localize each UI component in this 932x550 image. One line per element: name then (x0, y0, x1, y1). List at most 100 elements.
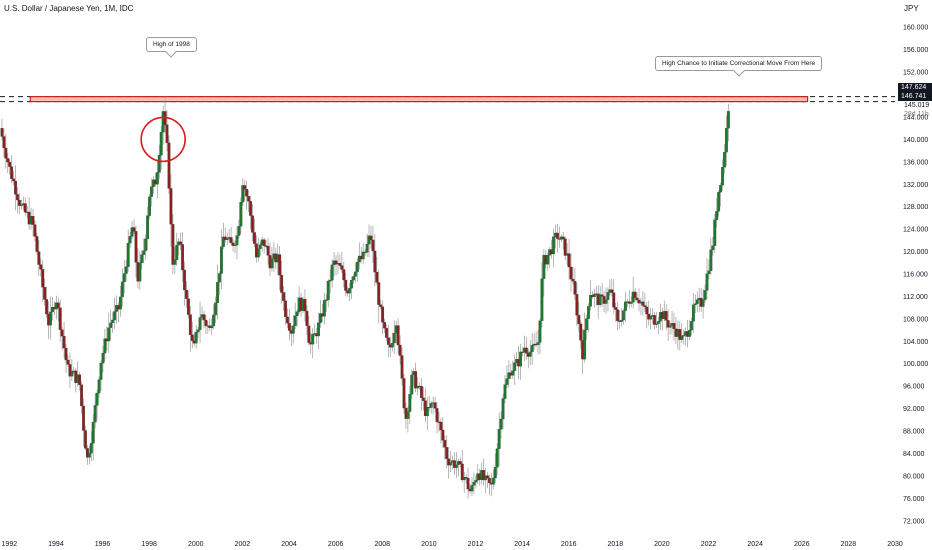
candle-body (319, 313, 322, 323)
x-tick-label: 1994 (48, 541, 64, 548)
candle-body (142, 250, 146, 255)
candle (39, 258, 43, 277)
candle-body (668, 325, 672, 328)
candle (585, 314, 588, 341)
x-tick-label: 2026 (794, 541, 810, 548)
candle (521, 347, 524, 357)
candle-body (144, 238, 148, 251)
candle-body (328, 280, 332, 282)
candle (724, 115, 728, 166)
candle (307, 316, 311, 346)
candle-body (171, 224, 175, 265)
candle (441, 417, 445, 449)
candle (6, 152, 10, 174)
correction-callout[interactable]: High Chance to Initiate Correctional Mov… (655, 56, 823, 71)
candle-body (140, 254, 144, 264)
candle (305, 305, 309, 336)
candle (284, 291, 287, 325)
y-tick-label: 156.000 (903, 47, 928, 54)
candle-body (291, 325, 295, 334)
candle (58, 299, 62, 342)
candle-body (148, 196, 151, 216)
candle (680, 323, 684, 343)
candle (239, 197, 243, 235)
candle-body (587, 306, 590, 319)
candle (0, 118, 4, 141)
x-tick-label: 2000 (188, 541, 204, 548)
candle-body (622, 310, 625, 321)
candle-body (521, 351, 524, 353)
candle (482, 458, 486, 486)
candle (19, 199, 23, 210)
candle (453, 452, 456, 475)
candle (645, 301, 649, 329)
x-tick-label: 2030 (887, 541, 903, 548)
candle (354, 262, 357, 283)
candle-body (365, 243, 369, 253)
candle-body (340, 265, 344, 270)
current-price-label: 145.019 (904, 102, 930, 109)
candle-body (649, 316, 653, 320)
candle-body (538, 320, 542, 343)
candle (223, 227, 227, 243)
candle-body (159, 132, 163, 156)
candle-body (620, 319, 623, 322)
candle (262, 237, 266, 254)
candle-body (97, 379, 101, 394)
candle (670, 310, 674, 335)
candle (606, 287, 610, 312)
candle (719, 182, 723, 207)
candle (185, 281, 188, 308)
candle (142, 238, 146, 264)
candle (103, 328, 107, 362)
candle (470, 477, 474, 497)
candle-body (387, 337, 390, 345)
candle (190, 321, 194, 349)
candle (31, 208, 35, 237)
high-1998-callout[interactable]: High of 1998 (146, 37, 197, 52)
candle-body (91, 422, 95, 444)
x-tick-label: 1998 (141, 541, 157, 548)
candle-body (120, 281, 124, 298)
candle-body (60, 329, 64, 337)
candle (598, 286, 602, 308)
candle-body (499, 418, 503, 430)
candle (155, 160, 159, 199)
candle-body (488, 477, 491, 484)
candle (303, 289, 307, 322)
candle (499, 411, 503, 439)
candle-body (402, 378, 406, 409)
candle-body (348, 288, 352, 294)
candle (410, 369, 414, 399)
candle-body (155, 172, 159, 185)
candle-body (641, 301, 645, 306)
candle-body (93, 405, 97, 423)
candle (627, 290, 631, 309)
candle-body (223, 236, 227, 240)
candle (247, 189, 251, 213)
candle (379, 299, 383, 310)
candle-body (695, 299, 699, 304)
candle (462, 471, 466, 493)
candle-body (111, 319, 115, 324)
candle-body (579, 323, 583, 341)
candle-body (657, 321, 660, 324)
candle (229, 226, 233, 246)
candle-body (530, 345, 534, 353)
candle (439, 418, 443, 443)
candle (51, 297, 54, 321)
candle-body (441, 429, 445, 441)
candle-body (293, 315, 297, 326)
candle-body (33, 224, 37, 237)
candle (198, 301, 202, 344)
candle (245, 180, 249, 210)
candle (377, 269, 381, 324)
candle-body (435, 408, 439, 422)
candle-body (703, 290, 707, 300)
candle-body (41, 269, 45, 288)
candle (251, 204, 254, 242)
candle (148, 194, 151, 219)
x-axis: 1992 1994 1996 1998 2000 2002 2004 2006 2008 2010… (2, 541, 903, 548)
